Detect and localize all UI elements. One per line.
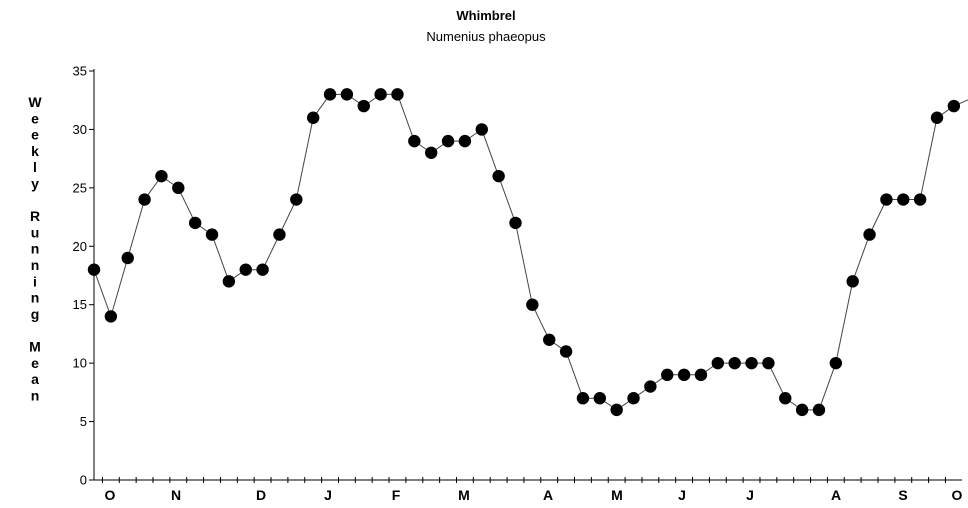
- data-point: [812, 403, 826, 417]
- data-point: [677, 368, 691, 382]
- y-axis-label-char: i: [33, 273, 37, 289]
- data-point: [441, 134, 455, 148]
- data-point: [323, 88, 337, 101]
- y-tick-label: 15: [73, 297, 87, 312]
- data-point: [290, 193, 303, 206]
- y-tick-label: 5: [80, 414, 87, 429]
- month-label: J: [678, 487, 686, 503]
- data-point: [340, 88, 354, 101]
- y-axis-label-char: y: [31, 176, 39, 192]
- data-point: [661, 368, 674, 382]
- data-point: [829, 356, 843, 370]
- data-point: [138, 193, 151, 206]
- data-point: [509, 216, 522, 230]
- chart-title: Whimbrel: [456, 8, 515, 23]
- data-point: [644, 380, 657, 393]
- month-label: N: [171, 487, 181, 503]
- x-ticks: [101, 477, 946, 483]
- data-point: [425, 146, 438, 159]
- y-axis-label-char: W: [28, 94, 42, 110]
- month-label: A: [831, 487, 841, 503]
- data-point: [627, 392, 640, 405]
- data-point: [543, 333, 556, 346]
- data-point: [475, 123, 488, 136]
- month-label: A: [543, 487, 553, 503]
- y-tick-label: 20: [73, 239, 87, 254]
- data-point: [222, 275, 236, 288]
- y-tick-label: 10: [73, 356, 87, 371]
- data-points: [87, 88, 961, 417]
- y-axis-label-char: u: [31, 224, 40, 240]
- data-point: [155, 169, 168, 183]
- axes: [93, 69, 962, 481]
- data-point: [762, 356, 775, 370]
- month-label: M: [611, 487, 623, 503]
- data-point: [256, 263, 269, 276]
- y-axis-label-char: n: [31, 290, 40, 306]
- data-point: [913, 193, 927, 206]
- data-point: [458, 134, 472, 148]
- data-point: [273, 228, 286, 241]
- y-axis-label-char: M: [29, 339, 41, 355]
- y-tick-label: 30: [73, 122, 87, 137]
- data-point: [526, 298, 539, 311]
- month-label: F: [392, 487, 401, 503]
- data-point: [492, 169, 505, 183]
- data-point: [239, 263, 252, 276]
- data-point: [121, 251, 134, 265]
- data-point: [610, 403, 623, 417]
- y-axis-label-char: n: [31, 241, 40, 257]
- data-point: [694, 368, 708, 382]
- y-axis-label-char: e: [31, 110, 39, 126]
- y-axis-label-char: n: [31, 257, 40, 273]
- data-point: [846, 275, 859, 288]
- month-label: O: [952, 487, 963, 503]
- data-point: [408, 134, 421, 148]
- data-point: [711, 356, 725, 370]
- month-label: J: [746, 487, 754, 503]
- month-label: S: [898, 487, 907, 503]
- chart-subtitle: Numenius phaeopus: [426, 29, 546, 44]
- month-label: O: [105, 487, 116, 503]
- data-point: [357, 99, 370, 113]
- data-point: [728, 356, 741, 370]
- y-ticks: 0 5 10 15 20 25 30 35: [73, 64, 94, 488]
- data-point: [391, 88, 404, 101]
- data-point: [593, 392, 606, 405]
- data-point: [897, 193, 910, 206]
- y-axis-label-char: e: [31, 355, 39, 371]
- data-point: [374, 88, 387, 101]
- data-point: [87, 263, 101, 276]
- data-point: [104, 310, 118, 323]
- data-point: [205, 228, 219, 241]
- y-axis-label-char: n: [31, 387, 40, 403]
- data-point: [880, 193, 893, 206]
- data-point: [188, 216, 202, 230]
- y-tick-label: 25: [73, 180, 87, 195]
- data-point: [559, 345, 573, 358]
- data-point: [930, 111, 944, 124]
- y-axis-label-char: R: [30, 208, 40, 224]
- data-point: [863, 228, 876, 241]
- y-tick-label: 0: [80, 473, 87, 488]
- month-label: J: [324, 487, 332, 503]
- month-label: D: [256, 487, 266, 503]
- y-axis-label-char: l: [33, 159, 37, 175]
- data-point: [947, 99, 961, 113]
- y-axis-label-char: a: [31, 371, 39, 387]
- data-point: [172, 181, 185, 195]
- y-tick-label: 35: [73, 64, 87, 79]
- y-axis-label-char: g: [31, 306, 40, 322]
- data-point: [779, 392, 792, 405]
- month-label: M: [458, 487, 470, 503]
- data-point: [306, 111, 320, 124]
- data-point: [795, 403, 809, 417]
- y-axis-label-char: k: [31, 143, 39, 159]
- y-axis-label-char: e: [31, 127, 39, 143]
- data-point: [745, 356, 758, 370]
- data-point: [576, 392, 590, 405]
